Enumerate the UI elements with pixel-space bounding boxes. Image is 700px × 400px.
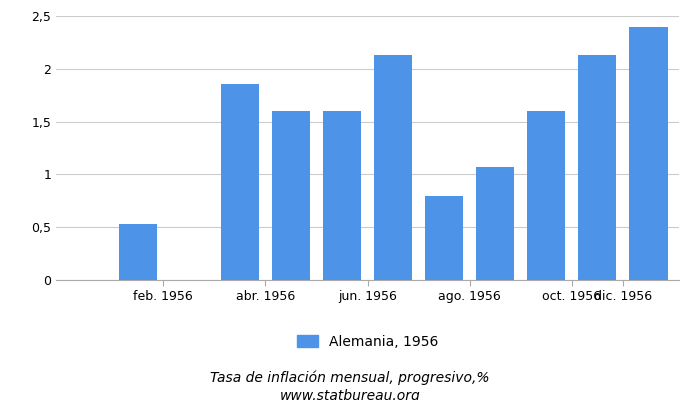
Bar [527, 111, 566, 280]
Legend: Alemania, 1956: Alemania, 1956 [291, 329, 444, 354]
Bar [220, 84, 259, 280]
Bar [629, 26, 668, 280]
Text: www.statbureau.org: www.statbureau.org [279, 389, 421, 400]
Bar [272, 111, 310, 280]
Bar [476, 167, 514, 280]
Bar [118, 224, 157, 280]
Bar [578, 55, 617, 280]
Bar [374, 55, 412, 280]
Text: Tasa de inflación mensual, progresivo,%: Tasa de inflación mensual, progresivo,% [210, 371, 490, 385]
Bar [425, 196, 463, 280]
Bar [323, 111, 361, 280]
